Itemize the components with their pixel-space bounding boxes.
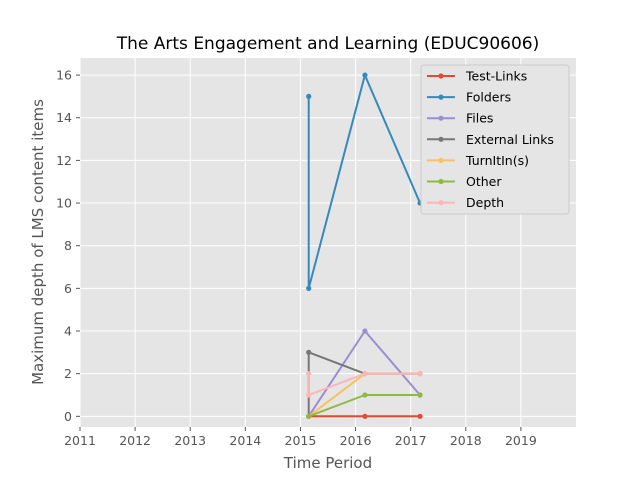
x-tick-label: 2018 — [450, 433, 482, 448]
y-tick-label: 8 — [64, 238, 72, 253]
x-tick-label: 2016 — [340, 433, 372, 448]
series-depth — [306, 371, 423, 398]
y-tick-label: 0 — [64, 409, 72, 424]
series-line — [307, 74, 421, 290]
y-axis: 0 2 4 6 8 10 12 14 16 — [56, 68, 80, 424]
data-point — [306, 371, 312, 377]
y-tick-label: 14 — [56, 110, 72, 125]
legend-marker — [438, 73, 444, 79]
data-point — [306, 285, 312, 291]
legend: Test-Links Folders Files External Links Turn… — [420, 64, 570, 215]
x-axis-label: Time Period — [283, 454, 372, 472]
x-tick-label: 2013 — [174, 433, 206, 448]
y-tick-label: 6 — [64, 281, 72, 296]
data-point — [362, 392, 368, 398]
legend-marker — [438, 115, 444, 121]
legend-entry: Files — [466, 111, 493, 126]
x-tick-label: 2015 — [285, 433, 317, 448]
y-tick-label: 4 — [64, 324, 72, 339]
data-point — [306, 93, 312, 99]
data-point — [417, 392, 423, 398]
legend-entry: Test-Links — [465, 69, 527, 84]
data-point — [362, 371, 368, 377]
series-layer — [306, 72, 423, 419]
x-tick-label: 2014 — [229, 433, 261, 448]
legend-entry: Folders — [466, 90, 511, 105]
legend-entry: Depth — [466, 195, 504, 210]
x-tick-label: 2017 — [395, 433, 427, 448]
legend-entry: TurnItIn(s) — [465, 153, 529, 168]
x-tick-label: 2012 — [119, 433, 151, 448]
data-point — [306, 392, 312, 398]
series-folders — [306, 72, 423, 291]
legend-marker — [438, 157, 444, 163]
y-tick-label: 12 — [56, 153, 72, 168]
legend-marker — [438, 94, 444, 100]
legend-marker — [438, 136, 444, 142]
y-tick-label: 16 — [56, 68, 72, 83]
y-axis-label: Maximum depth of LMS content items — [29, 99, 47, 385]
x-axis: 2011 2012 2013 2014 2015 2016 2017 2018 2019 — [64, 427, 537, 448]
data-point — [306, 349, 312, 355]
legend-marker — [438, 200, 444, 206]
x-tick-label: 2011 — [64, 433, 96, 448]
y-tick-label: 10 — [56, 196, 72, 211]
legend-entry: Other — [466, 174, 502, 189]
x-tick-label: 2019 — [505, 433, 537, 448]
series-other — [306, 392, 423, 419]
legend-marker — [438, 178, 444, 185]
legend-box — [420, 64, 570, 215]
data-point — [417, 413, 423, 419]
data-point — [362, 72, 368, 78]
y-tick-label: 2 — [64, 366, 72, 381]
chart-title: The Arts Engagement and Learning (EDUC90… — [116, 34, 540, 54]
series-line — [307, 372, 420, 396]
data-point — [362, 413, 368, 419]
data-point — [362, 328, 368, 334]
legend-entry: External Links — [466, 132, 554, 147]
data-point — [306, 413, 312, 419]
data-point — [417, 371, 423, 377]
